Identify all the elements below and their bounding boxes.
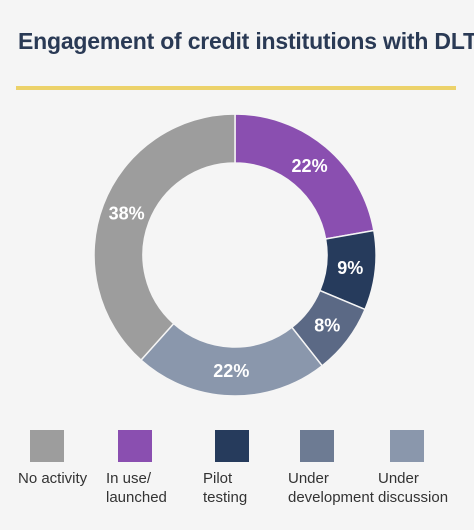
- slice-value-label: 22%: [213, 361, 249, 381]
- chart-title: Engagement of credit institutions with D…: [18, 28, 474, 54]
- legend-label: Under discussion: [378, 469, 474, 507]
- legend-item-in-use: In use/ launched: [106, 430, 202, 507]
- legend: No activity In use/ launched Pilot testi…: [0, 430, 474, 520]
- legend-label-line: Pilot: [203, 470, 233, 487]
- legend-swatch: [215, 430, 249, 462]
- donut-chart: 22% 9% 8% 22% 38%: [93, 113, 377, 397]
- legend-label-line: discussion: [378, 489, 449, 506]
- slice-value-label: 8%: [314, 315, 340, 335]
- slice-value-label: 38%: [109, 204, 145, 224]
- slice-value-label: 22%: [292, 156, 328, 176]
- donut-slice: [93, 113, 236, 362]
- legend-label: In use/ launched: [106, 469, 202, 507]
- legend-label-line: Under: [288, 470, 329, 487]
- legend-swatch: [390, 430, 424, 462]
- legend-swatch: [30, 430, 64, 462]
- legend-label-line: In use/: [106, 470, 152, 487]
- legend-label: Under development: [288, 469, 384, 507]
- donut-slice: [234, 113, 375, 240]
- legend-label: No activity: [18, 469, 114, 488]
- legend-label-line: Under: [378, 470, 419, 487]
- legend-item-under-discussion: Under discussion: [378, 430, 474, 507]
- slice-value-label: 9%: [337, 258, 363, 278]
- legend-label-line: No activity: [18, 470, 88, 487]
- legend-item-under-development: Under development: [288, 430, 384, 507]
- title-divider: [16, 86, 456, 90]
- legend-label-line: launched: [106, 489, 167, 506]
- legend-swatch: [300, 430, 334, 462]
- legend-label-line: testing: [203, 489, 248, 506]
- legend-label: Pilot testing: [203, 469, 299, 507]
- legend-item-no-activity: No activity: [18, 430, 114, 488]
- legend-label-line: development: [288, 489, 374, 506]
- legend-swatch: [118, 430, 152, 462]
- donut-slice: [139, 322, 324, 397]
- legend-item-pilot-testing: Pilot testing: [203, 430, 299, 507]
